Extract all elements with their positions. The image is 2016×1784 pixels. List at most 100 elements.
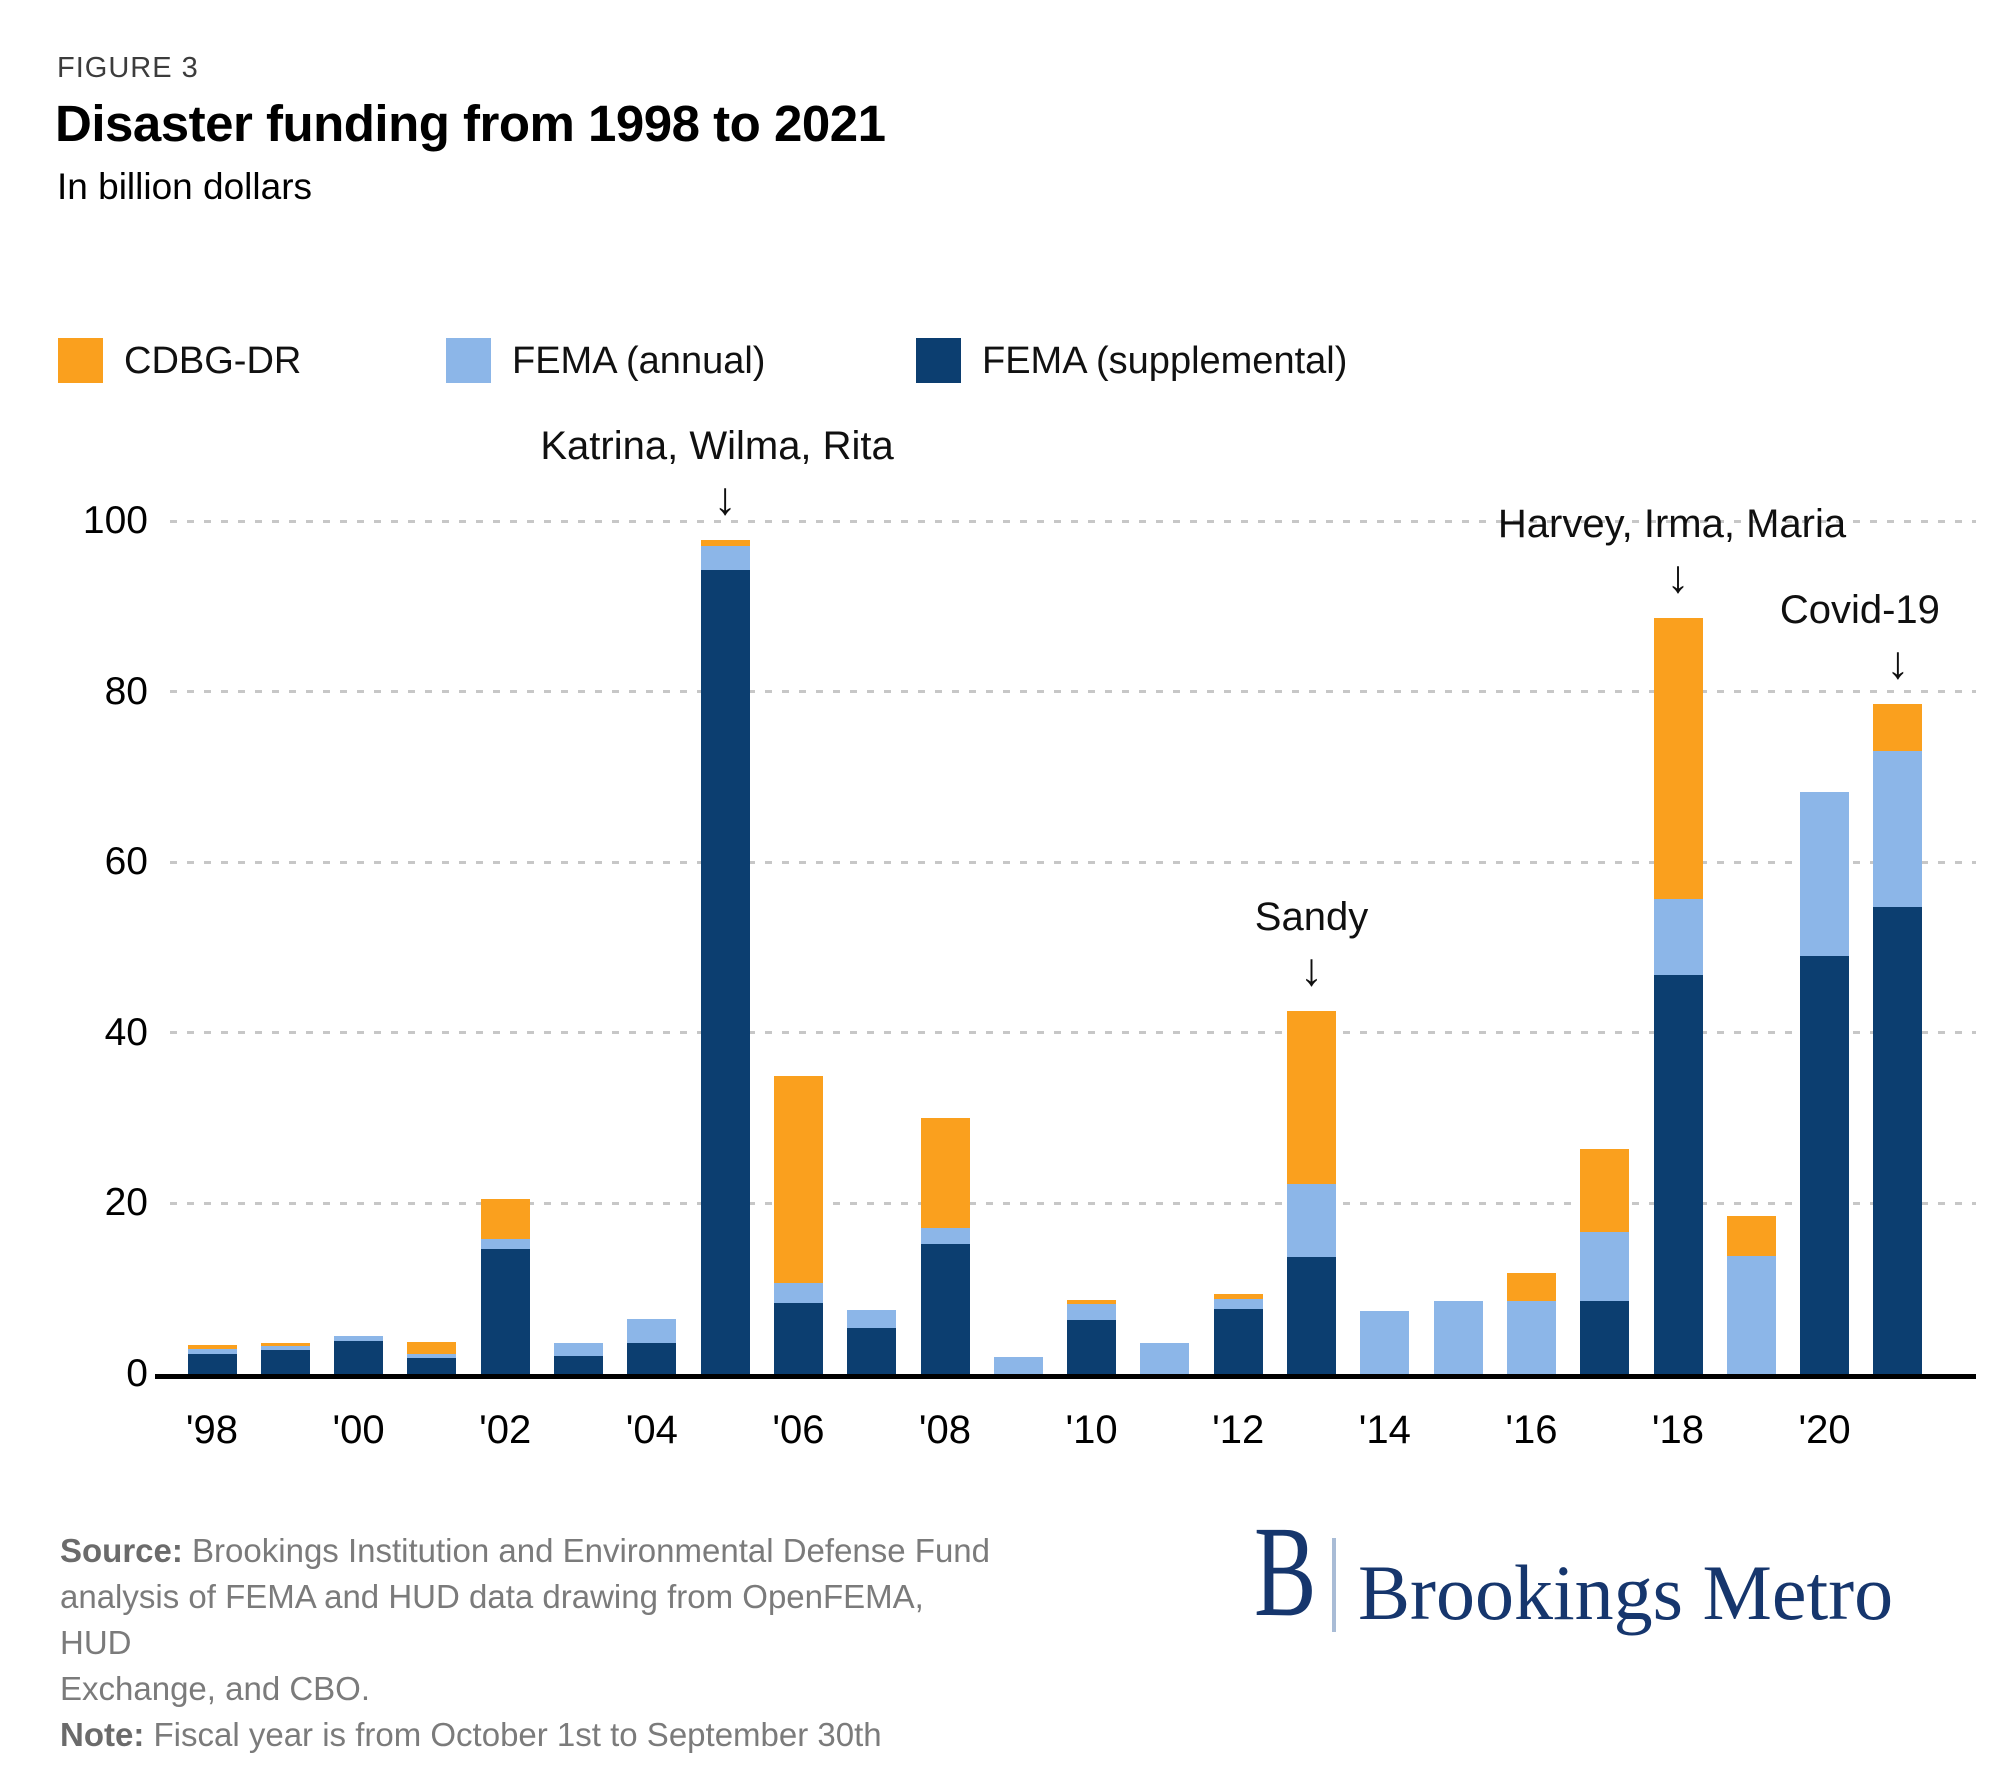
bar-2018-fema-supplemental- <box>1653 974 1703 1374</box>
bar-2021-cdbg-dr <box>1873 703 1923 752</box>
bar-2021-fema-supplemental- <box>1873 906 1923 1374</box>
x-axis-line <box>155 1374 1976 1379</box>
bar-2013-fema-supplemental- <box>1287 1257 1336 1374</box>
bar-2017-fema-supplemental- <box>1580 1300 1630 1374</box>
x-tick-label: '08 <box>918 1408 972 1452</box>
legend-label: FEMA (annual) <box>512 340 766 382</box>
bar-2000-fema-supplemental- <box>334 1340 384 1374</box>
bar-2004-fema-annual- <box>627 1319 677 1344</box>
gridline-60 <box>170 860 1976 864</box>
bar-2003-fema-supplemental- <box>554 1356 603 1374</box>
bar-2019-fema-annual- <box>1726 1256 1776 1374</box>
y-tick-label: 60 <box>104 840 148 884</box>
bar-1999-fema-annual- <box>260 1345 310 1351</box>
x-tick-label: '02 <box>479 1408 532 1452</box>
x-tick-label: '04 <box>625 1408 678 1452</box>
x-tick-label: '16 <box>1505 1408 1558 1452</box>
annotation-arrow-icon: ↓ <box>1666 550 1690 603</box>
annotation-arrow-icon: ↓ <box>713 471 737 524</box>
gridline-20 <box>170 1201 1976 1205</box>
bar-2008-fema-annual- <box>920 1228 970 1245</box>
gridline-40 <box>170 1031 1976 1035</box>
bar-2012-fema-annual- <box>1213 1298 1263 1310</box>
bar-2016-fema-annual- <box>1506 1300 1556 1374</box>
legend-label: FEMA (supplemental) <box>982 340 1348 382</box>
gridline-100 <box>170 519 1976 523</box>
bar-2006-fema-annual- <box>773 1282 823 1304</box>
gridline-80 <box>170 690 1976 694</box>
bar-1999-cdbg-dr <box>260 1343 310 1346</box>
y-tick-label: 80 <box>104 669 148 713</box>
bar-2020-fema-supplemental- <box>1800 956 1850 1374</box>
bar-2002-cdbg-dr <box>480 1199 530 1240</box>
annotation-label: Harvey, Irma, Maria <box>1497 502 1847 547</box>
y-tick-label: 0 <box>126 1352 148 1395</box>
bar-2012-fema-supplemental- <box>1213 1309 1263 1374</box>
bar-2015-fema-annual- <box>1433 1301 1483 1374</box>
legend-swatch-icon <box>916 338 961 383</box>
brookings-b-logo-icon: B <box>1254 1500 1317 1644</box>
annotation-arrow-icon: ↓ <box>1300 942 1323 995</box>
bar-2007-fema-annual- <box>847 1310 897 1328</box>
note-text: Fiscal year is from October 1st to Septe… <box>153 1716 882 1753</box>
legend-swatch-icon <box>446 338 491 383</box>
source-label: Source: <box>60 1532 183 1569</box>
source-text-line: Exchange, and CBO. <box>60 1670 371 1707</box>
x-tick-label: '18 <box>1651 1408 1705 1452</box>
bar-2013-cdbg-dr <box>1287 1010 1336 1184</box>
x-tick-label: '10 <box>1065 1408 1118 1452</box>
bar-2010-fema-supplemental- <box>1067 1320 1117 1374</box>
bar-2002-fema-supplemental- <box>480 1249 530 1374</box>
bar-2000-fema-annual- <box>334 1335 384 1341</box>
source-note-text: Source: Brookings Institution and Enviro… <box>60 1528 1000 1758</box>
logo-wordmark: Brookings Metro <box>1358 1549 1894 1636</box>
bar-2018-cdbg-dr <box>1653 618 1703 899</box>
bar-2021-fema-annual- <box>1873 751 1923 907</box>
legend-label: CDBG-DR <box>124 340 302 382</box>
legend-swatch-icon <box>58 338 103 383</box>
page-title: Disaster funding from 1998 to 2021 <box>55 95 886 152</box>
y-tick-label: 20 <box>104 1181 148 1225</box>
bar-2020-fema-annual- <box>1800 792 1850 957</box>
x-tick-label: '14 <box>1358 1408 1411 1452</box>
bar-2005-fema-supplemental- <box>700 570 750 1374</box>
bar-2007-fema-supplemental- <box>847 1327 897 1374</box>
annotation-label: Sandy <box>1254 894 1369 939</box>
annotation-label: Katrina, Wilma, Rita <box>540 423 894 468</box>
y-tick-label: 100 <box>82 499 148 542</box>
bar-2010-fema-annual- <box>1067 1304 1117 1321</box>
bar-2017-fema-annual- <box>1580 1231 1630 1301</box>
bar-2001-fema-supplemental- <box>407 1357 457 1374</box>
bar-2006-fema-supplemental- <box>773 1303 823 1374</box>
figure-label: FIGURE 3 <box>57 52 199 84</box>
bar-2003-fema-annual- <box>554 1343 603 1357</box>
bar-1998-cdbg-dr <box>187 1344 237 1350</box>
y-tick-label: 40 <box>104 1010 148 1054</box>
bar-2017-cdbg-dr <box>1580 1148 1630 1232</box>
x-tick-label: '98 <box>185 1408 239 1452</box>
bar-1998-fema-annual- <box>187 1349 237 1354</box>
bar-2006-cdbg-dr <box>773 1076 823 1283</box>
bar-2012-cdbg-dr <box>1213 1293 1263 1299</box>
bar-2002-fema-annual- <box>480 1239 530 1250</box>
x-tick-label: '06 <box>772 1408 825 1452</box>
bar-2008-fema-supplemental- <box>920 1244 970 1374</box>
bar-2001-cdbg-dr <box>407 1342 457 1355</box>
bar-2014-fema-annual- <box>1360 1310 1410 1374</box>
source-text-line: Brookings Institution and Environmental … <box>192 1532 991 1569</box>
bar-2016-cdbg-dr <box>1506 1273 1556 1301</box>
annotation-label: Covid-19 <box>1779 587 1940 632</box>
logo-divider <box>1332 1538 1336 1632</box>
bar-2001-fema-annual- <box>407 1354 457 1358</box>
x-tick-label: '20 <box>1798 1408 1851 1452</box>
bar-2005-fema-annual- <box>700 545 750 571</box>
bar-2004-fema-supplemental- <box>627 1343 677 1374</box>
bar-2018-fema-annual- <box>1653 898 1703 975</box>
bar-2009-fema-annual- <box>993 1356 1043 1374</box>
x-tick-label: '00 <box>332 1408 385 1452</box>
annotation-arrow-icon: ↓ <box>1886 635 1910 688</box>
bar-2019-cdbg-dr <box>1726 1216 1776 1257</box>
bar-2005-cdbg-dr <box>700 539 750 546</box>
bar-1998-fema-supplemental- <box>187 1353 237 1374</box>
